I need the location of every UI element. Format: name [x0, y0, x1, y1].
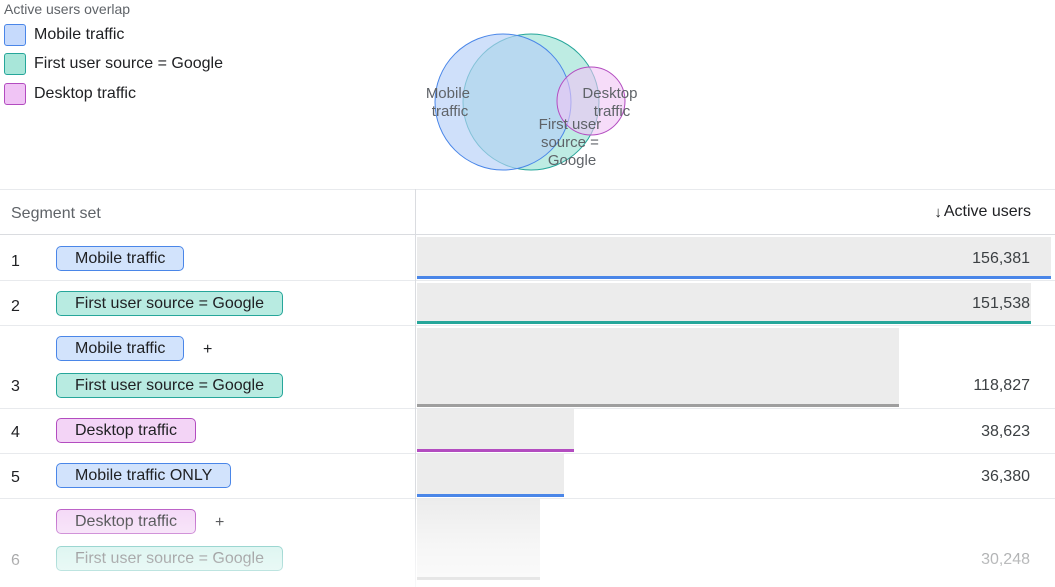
row-number: 6	[11, 552, 20, 569]
legend-label: Desktop traffic	[34, 85, 136, 102]
plus-sign: +	[203, 341, 213, 358]
venn-circle-desktop[interactable]	[556, 66, 626, 136]
bar-line	[417, 276, 1051, 279]
legend-swatch-mobile	[4, 24, 26, 46]
table-row: Mobile traffic + 3 First user source = G…	[0, 326, 1055, 409]
row-number: 4	[11, 424, 20, 441]
column-divider	[415, 189, 416, 587]
active-users-value: 156,381	[972, 250, 1030, 267]
legend-item-google[interactable]: First user source = Google	[4, 52, 223, 76]
active-users-value: 151,538	[972, 295, 1030, 312]
table-row: Desktop traffic + 6 First user source = …	[0, 499, 1055, 587]
row-number: 5	[11, 469, 20, 486]
bar-line	[417, 494, 564, 497]
row-number: 2	[11, 298, 20, 315]
header-segment-set: Segment set	[11, 205, 101, 222]
bar-fill	[417, 409, 574, 451]
bar-line	[417, 449, 574, 452]
active-users-value: 38,623	[981, 423, 1030, 440]
segment-chip[interactable]: First user source = Google	[56, 546, 283, 571]
venn-label-google: First user source = Google	[539, 116, 606, 169]
bar-line	[417, 404, 899, 407]
venn-label-desktop: Desktop traffic	[582, 85, 641, 120]
bar-fill	[417, 237, 1051, 277]
bar-line	[417, 577, 540, 580]
bar-fill	[417, 454, 564, 496]
bar-fill	[417, 328, 899, 406]
header-active-users-label: Active users	[943, 203, 1031, 220]
segment-chip[interactable]: Mobile traffic	[56, 336, 185, 361]
row-number: 1	[11, 253, 20, 270]
segment-chip[interactable]: Desktop traffic	[56, 509, 196, 534]
table-row: 4 Desktop traffic 38,623	[0, 409, 1055, 454]
segment-chip[interactable]: Mobile traffic	[56, 246, 185, 271]
segment-chip[interactable]: Mobile traffic ONLY	[56, 463, 232, 488]
divider	[0, 189, 1055, 190]
legend-label: Mobile traffic	[34, 26, 125, 43]
venn-label-mobile: Mobile traffic	[426, 85, 474, 120]
header-active-users[interactable]: ↓ Active users	[934, 203, 1031, 221]
venn-diagram: Mobile traffic Desktop traffic First use…	[426, 33, 641, 171]
legend-item-mobile[interactable]: Mobile traffic	[4, 23, 124, 47]
row-number: 3	[11, 378, 20, 395]
sort-arrow-icon: ↓	[934, 203, 942, 221]
table-header: Segment set ↓ Active users	[0, 190, 1055, 235]
table-row: 5 Mobile traffic ONLY 36,380	[0, 454, 1055, 499]
legend-swatch-desktop	[4, 83, 26, 105]
bar-fill	[417, 499, 540, 577]
legend-item-desktop[interactable]: Desktop traffic	[4, 82, 136, 106]
legend-swatch-google	[4, 53, 26, 75]
segment-chip[interactable]: First user source = Google	[56, 373, 283, 398]
table-row: 2 First user source = Google 151,538	[0, 281, 1055, 326]
bar-fill	[417, 283, 1031, 323]
active-users-value: 30,248	[981, 551, 1030, 568]
active-users-value: 36,380	[981, 468, 1030, 485]
segment-chip[interactable]: First user source = Google	[56, 291, 283, 316]
legend-label: First user source = Google	[34, 55, 223, 72]
segment-chip[interactable]: Desktop traffic	[56, 418, 196, 443]
active-users-value: 118,827	[973, 377, 1030, 394]
table-row: 1 Mobile traffic 156,381	[0, 235, 1055, 281]
overlap-title: Active users overlap	[4, 1, 131, 17]
plus-sign: +	[215, 514, 225, 531]
bar-line	[417, 321, 1031, 324]
